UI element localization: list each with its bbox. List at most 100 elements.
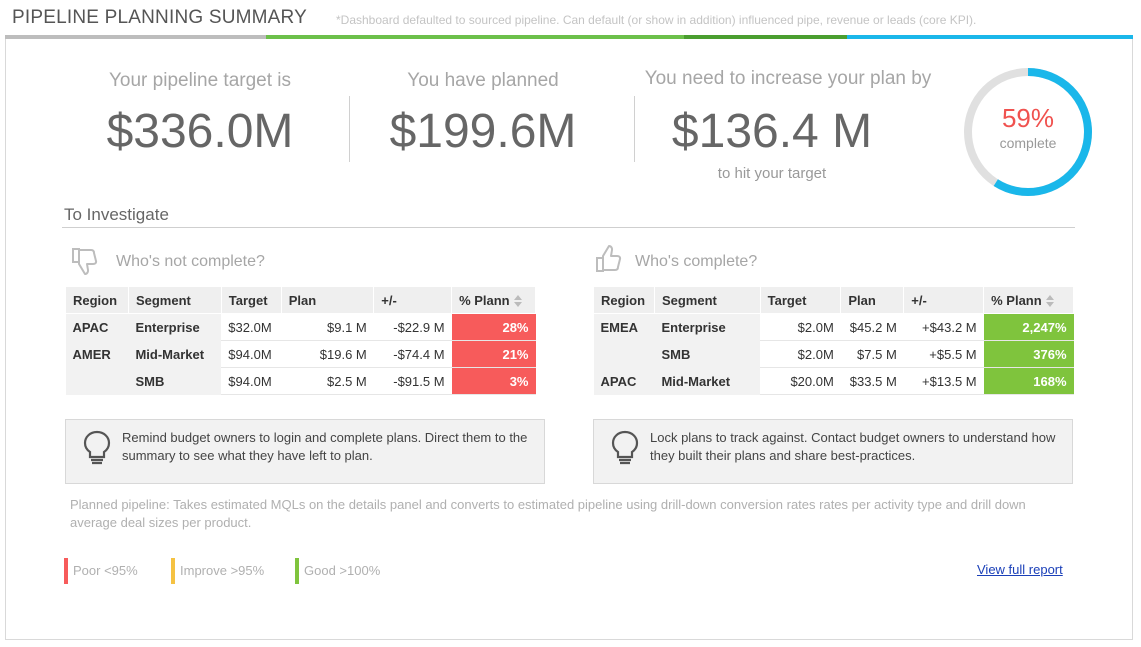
table-row[interactable]: SMB $2.0M $7.5 M +$5.5 M 376% [593,340,1074,368]
table-row[interactable]: EMEA Enterprise $2.0M $45.2 M +$43.2 M 2… [593,313,1074,341]
gauge-progress [964,68,1092,196]
legend-label: Improve >95% [180,563,265,578]
column-header-sortable[interactable]: % Plann [983,286,1074,314]
pct-cell: 28% [451,313,536,341]
column-header-label: % Plann [991,292,1042,308]
tip-box: Lock plans to track against. Contact bud… [593,419,1073,484]
tip-text: Lock plans to track against. Contact bud… [650,430,1056,463]
view-full-report-link[interactable]: View full report [977,562,1063,577]
table-header-row: Region Segment Target Plan +/- % Plann [593,286,1074,314]
header-bar-green [266,35,684,39]
sort-icon[interactable] [513,295,522,308]
table-row[interactable]: AMER Mid-Market $94.0M $19.6 M -$74.4 M … [65,340,536,368]
pct-cell: 3% [451,367,536,395]
complete-table: Region Segment Target Plan +/- % Plann E… [593,286,1074,395]
gauge-percent: 59% [1001,103,1055,133]
column-header-sortable[interactable]: % Plann [451,286,536,314]
planned-label: You have planned [407,70,559,91]
completion-gauge [964,68,1092,196]
segment-cell: Enterprise [128,313,222,341]
page-title: PIPELINE PLANNING SUMMARY [12,7,308,28]
table-row[interactable]: APAC Enterprise $32.0M $9.1 M -$22.9 M 2… [65,313,536,341]
region-cell: APAC [593,367,655,395]
legend-swatch [64,558,68,584]
kpi-divider [634,96,635,162]
plan-cell: $19.6 M [281,340,374,368]
target-cell: $94.0M [221,367,282,395]
diff-cell: -$74.4 M [373,340,452,368]
planned-value: $199.6M [389,105,577,158]
segment-cell: SMB [654,340,761,368]
complete-title: Who's complete? [635,253,758,270]
plan-cell: $7.5 M [840,340,904,368]
legend-improve: Improve >95% [171,558,264,584]
lightbulb-icon [611,430,639,465]
thumbs-down-icon [72,248,98,275]
column-header[interactable]: Plan [840,286,905,314]
segment-cell: Mid-Market [654,367,761,395]
header-bar-blue [847,35,1133,39]
tip-text: Remind budget owners to login and comple… [122,430,528,463]
section-title: To Investigate [64,205,169,224]
table-header-row: Region Segment Target Plan +/- % Plann [65,286,536,314]
header-note: *Dashboard defaulted to sourced pipeline… [336,13,977,27]
column-header[interactable]: Segment [127,286,222,314]
column-header[interactable]: Segment [653,286,761,314]
legend-swatch [295,558,299,584]
target-cell: $2.0M [760,313,841,341]
kpi-divider [349,96,350,162]
legend-good: Good >100% [295,558,380,584]
legend-swatch [171,558,175,584]
pct-cell: 168% [983,367,1074,395]
target-label: Your pipeline target is [108,70,292,91]
section-divider [62,227,1075,228]
column-header[interactable]: Region [593,286,655,314]
pct-cell: 376% [983,340,1074,368]
footnote: Planned pipeline: Takes estimated MQLs o… [70,497,1026,530]
segment-cell: Mid-Market [128,340,222,368]
pct-cell: 21% [451,340,536,368]
region-cell [593,340,655,368]
target-cell: $2.0M [760,340,841,368]
plan-cell: $45.2 M [840,313,904,341]
header-bar-darkgreen [684,35,847,39]
header: PIPELINE PLANNING SUMMARY *Dashboard def… [0,0,1141,40]
sort-icon[interactable] [1045,295,1054,308]
legend-label: Good >100% [304,563,381,578]
diff-cell: -$91.5 M [373,367,452,395]
table-row[interactable]: APAC Mid-Market $20.0M $33.5 M +$13.5 M … [593,367,1074,395]
segment-cell: SMB [128,367,222,395]
plan-cell: $33.5 M [840,367,904,395]
summary-panel [5,39,1133,640]
diff-cell: -$22.9 M [373,313,452,341]
region-cell [65,367,129,395]
diff-cell: +$13.5 M [903,367,984,395]
region-cell: EMEA [593,313,655,341]
target-cell: $94.0M [221,340,282,368]
target-cell: $20.0M [760,367,841,395]
region-cell: AMER [65,340,129,368]
lightbulb-icon [83,430,111,465]
header-bar-gray [5,35,266,39]
column-header[interactable]: Plan [280,286,375,314]
pct-cell: 2,247% [983,313,1074,341]
thumbs-up-icon [596,245,622,272]
legend-label: Poor <95% [73,563,138,578]
target-cell: $32.0M [221,313,282,341]
increase-value: $136.4 M [671,105,873,158]
region-cell: APAC [65,313,129,341]
not-complete-table: Region Segment Target Plan +/- % Plann A… [65,286,536,395]
table-row[interactable]: SMB $94.0M $2.5 M -$91.5 M 3% [65,367,536,395]
not-complete-title: Who's not complete? [116,253,265,270]
diff-cell: +$5.5 M [903,340,984,368]
column-header[interactable]: Region [65,286,129,314]
increase-sub: to hit your target [717,165,827,182]
gauge-label: complete [999,135,1057,151]
diff-cell: +$43.2 M [903,313,984,341]
column-header[interactable]: +/- [903,286,985,314]
column-header[interactable]: +/- [373,286,453,314]
column-header[interactable]: Target [220,286,282,314]
target-value: $336.0M [106,105,294,158]
column-header[interactable]: Target [759,286,842,314]
segment-cell: Enterprise [654,313,761,341]
